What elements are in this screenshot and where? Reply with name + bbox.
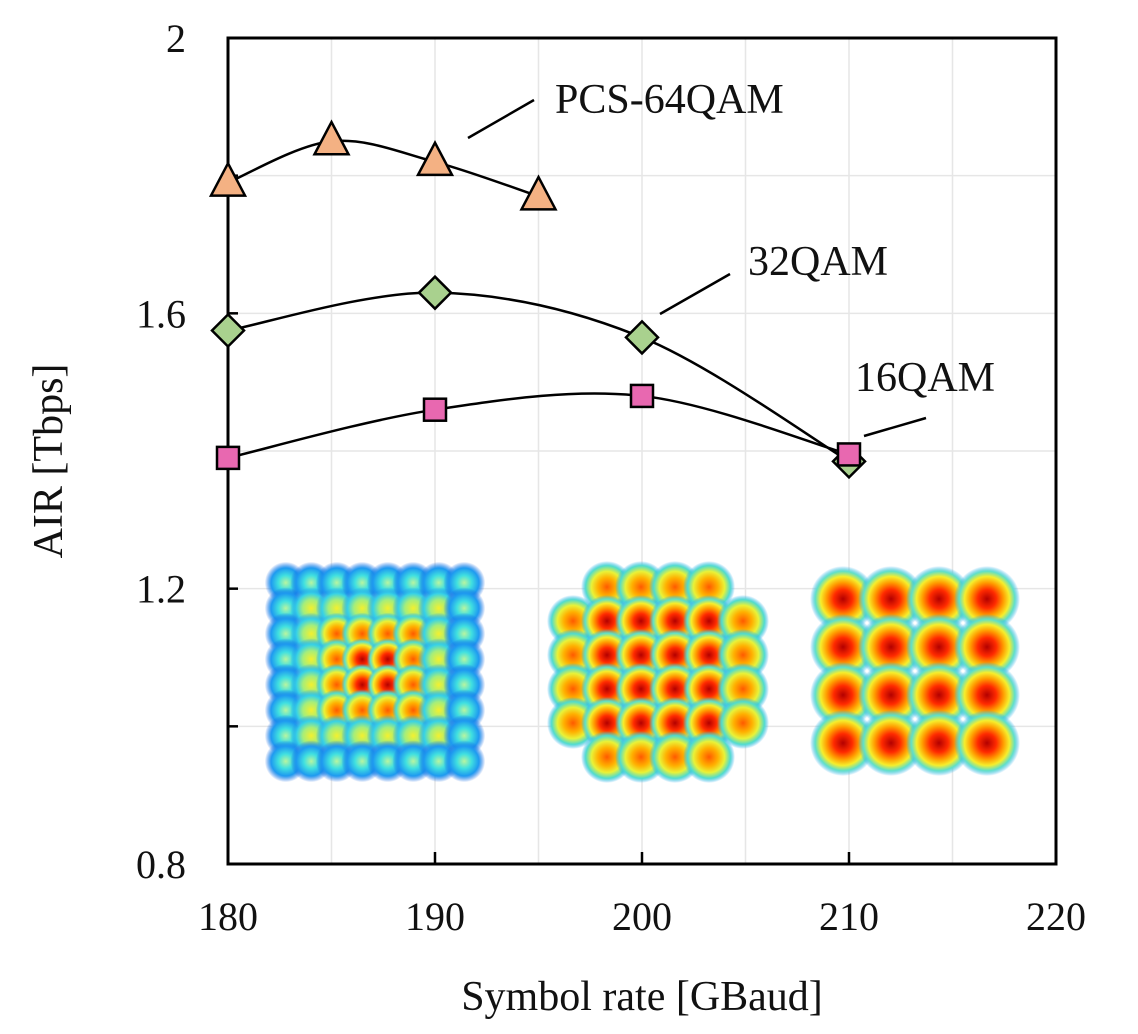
series-markers — [208, 119, 867, 480]
x-tick-label: 200 — [612, 894, 672, 939]
y-tick-label: 1.6 — [136, 291, 186, 336]
constellation-point — [954, 662, 1020, 728]
marker-square — [836, 442, 862, 467]
marker-triangle — [312, 119, 351, 156]
axis-ticks: 180 190 200 210 220 0.8 1.2 1.6 2 — [136, 16, 1086, 939]
series-line-32qam — [227, 291, 850, 463]
constellation-insets — [264, 561, 1020, 783]
leader-line-pcs-64qam — [467, 98, 535, 140]
constellation-point — [810, 614, 876, 680]
constellation-point — [954, 566, 1020, 632]
constellation-point — [717, 697, 769, 749]
marker-triangle — [519, 174, 558, 211]
constellation-point — [906, 662, 972, 728]
constellation-point — [906, 614, 972, 680]
x-tick-label: 220 — [1026, 894, 1086, 939]
constellation-point — [906, 566, 972, 632]
constellation-point — [858, 662, 924, 728]
constellation-64qam — [264, 561, 486, 783]
constellation-point — [858, 566, 924, 632]
constellation-point — [858, 710, 924, 776]
marker-triangle — [208, 160, 248, 197]
marker-diamond — [624, 319, 660, 356]
marker-diamond — [210, 312, 246, 349]
marker-square — [422, 397, 448, 422]
constellation-point — [954, 710, 1020, 776]
marker-square — [629, 383, 655, 409]
marker-triangle — [415, 140, 455, 177]
leader-line-32qam — [659, 272, 731, 316]
x-tick-label: 180 — [198, 894, 258, 939]
constellation-16qam — [810, 566, 1020, 776]
constellation-point — [810, 566, 876, 632]
constellation-point — [906, 710, 972, 776]
x-tick-label: 210 — [819, 894, 879, 939]
constellation-point — [810, 662, 876, 728]
series-line-16qam — [227, 392, 850, 460]
y-tick-label: 0.8 — [136, 842, 186, 887]
series-label-32qam: 32QAM — [748, 239, 888, 285]
constellation-point — [810, 710, 876, 776]
x-tick-label: 190 — [405, 894, 465, 939]
constellation-point — [954, 614, 1020, 680]
y-tick-label: 1.2 — [136, 567, 186, 612]
marker-square — [215, 445, 241, 471]
constellation-32qam — [547, 561, 769, 783]
constellation-point — [683, 731, 735, 783]
y-tick-label: 2 — [166, 16, 186, 61]
constellation-point — [443, 740, 486, 783]
leader-line-16qam — [863, 416, 927, 438]
x-axis-title: Symbol rate [GBaud] — [461, 974, 823, 1020]
series-curves — [227, 139, 850, 463]
series-label-16qam: 16QAM — [855, 355, 995, 401]
marker-diamond — [417, 274, 453, 311]
series-line-pcs-64qam — [227, 139, 539, 198]
constellation-point — [858, 614, 924, 680]
y-axis-title: AIR [Tbps] — [26, 364, 72, 559]
series-annotations: PCS-64QAM 32QAM 16QAM — [467, 77, 995, 438]
series-label-pcs-64qam: PCS-64QAM — [555, 77, 784, 123]
